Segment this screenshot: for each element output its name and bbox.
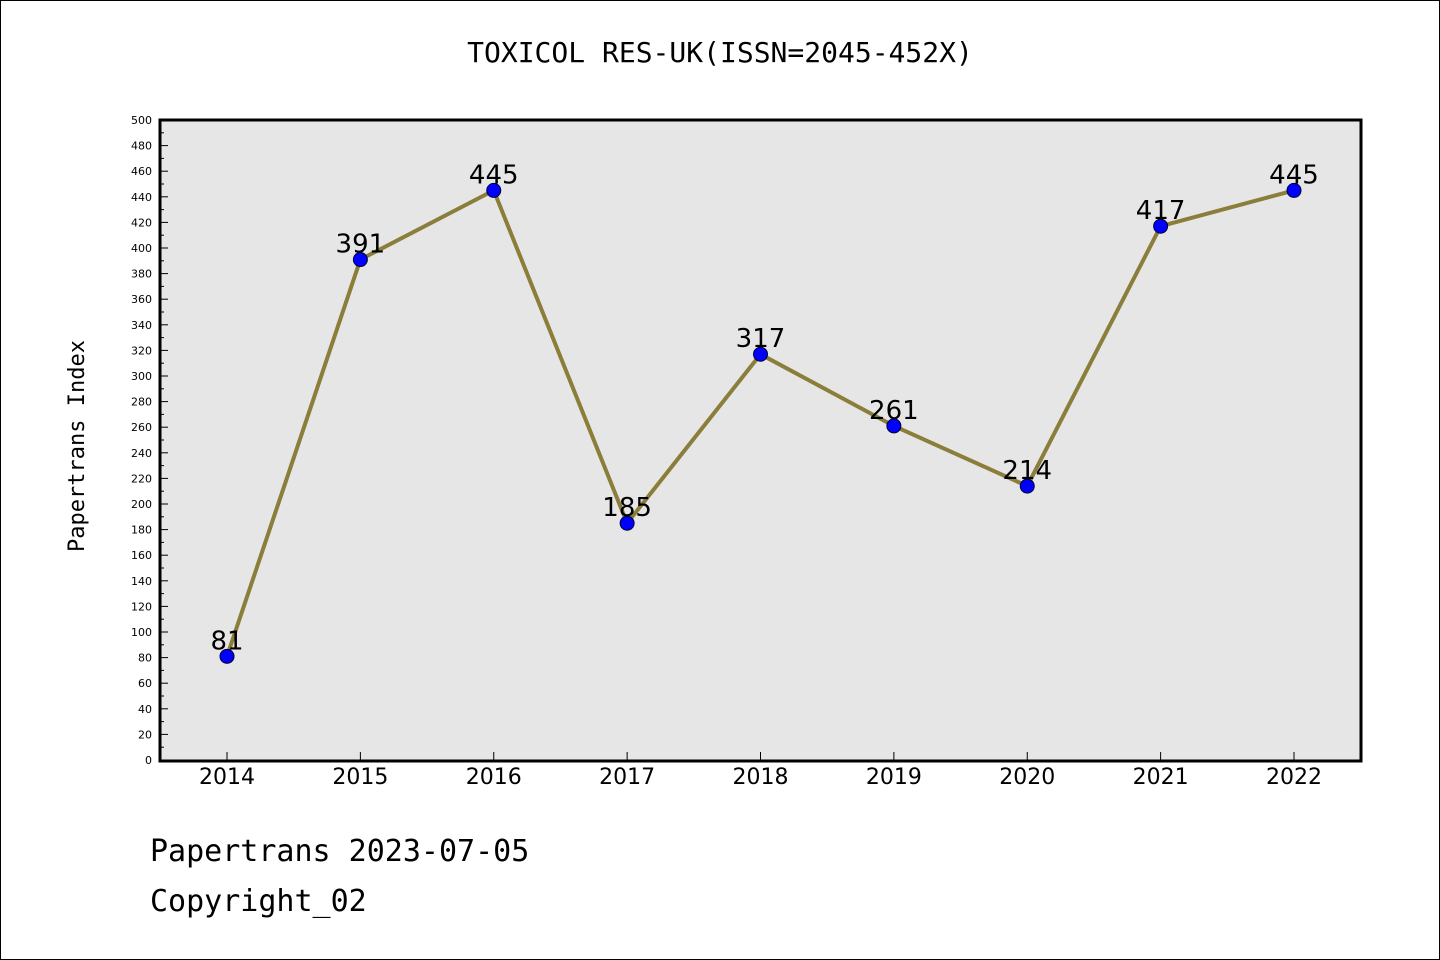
x-tick-label: 2018: [733, 765, 789, 790]
footer-date: Papertrans 2023-07-05: [150, 834, 530, 869]
y-tick-label: 340: [131, 319, 152, 332]
data-label: 185: [602, 493, 652, 523]
y-tick-label: 220: [131, 472, 152, 485]
x-tick-label: 2014: [199, 765, 255, 790]
data-label: 317: [736, 324, 786, 354]
data-point: [1286, 182, 1302, 198]
data-point: [352, 252, 368, 268]
y-tick-label: 160: [131, 549, 152, 562]
series-group: [219, 182, 1302, 664]
data-label: 261: [869, 396, 919, 426]
y-tick-label: 360: [131, 293, 152, 306]
y-tick-label: 400: [131, 242, 152, 255]
y-tick-label: 240: [131, 447, 152, 460]
y-tick-label: 180: [131, 524, 152, 537]
y-tick-label: 200: [131, 498, 152, 511]
data-label: 81: [210, 626, 243, 656]
x-tick-label: 2015: [332, 765, 388, 790]
x-tick-label: 2022: [1266, 765, 1322, 790]
y-axis: 0 20 40 60 80 100 120 140 160 180 200 220 240 260 280 3…: [131, 114, 168, 767]
data-point: [219, 648, 235, 664]
y-tick-label: 380: [131, 268, 152, 281]
y-tick-label: 280: [131, 396, 152, 409]
x-tick-label: 2016: [466, 765, 522, 790]
y-tick-label: 20: [138, 728, 152, 741]
data-point: [886, 418, 902, 434]
data-point: [1019, 478, 1035, 494]
y-tick-label: 420: [131, 216, 152, 229]
x-tick-label: 2017: [599, 765, 655, 790]
chart-title: TOXICOL RES-UK(ISSN=2045-452X): [467, 36, 973, 69]
y-tick-label: 440: [131, 191, 152, 204]
data-labels: 81 391 445 185 317 261 214 417 445: [210, 160, 1318, 656]
y-tick-label: 80: [138, 652, 152, 665]
footer-copyright: Copyright_02: [150, 884, 367, 919]
data-label: 214: [1002, 456, 1052, 486]
y-tick-label: 140: [131, 575, 152, 588]
data-point: [1153, 218, 1169, 234]
x-tick-label: 2020: [999, 765, 1055, 790]
x-tick-label: 2019: [866, 765, 922, 790]
y-tick-label: 500: [131, 114, 152, 127]
y-axis-label: Papertrans Index: [65, 340, 90, 552]
data-label: 417: [1136, 196, 1186, 226]
y-tick-label: 100: [131, 626, 152, 639]
y-tick-label: 40: [138, 703, 152, 716]
data-point: [619, 515, 635, 531]
y-tick-label: 480: [131, 140, 152, 153]
y-tick-label: 300: [131, 370, 152, 383]
y-tick-label: 320: [131, 344, 152, 357]
data-point: [753, 346, 768, 362]
x-tick-label: 2021: [1133, 765, 1189, 790]
y-tick-label: 60: [138, 677, 152, 690]
data-point: [486, 182, 502, 198]
data-label: 391: [336, 230, 386, 260]
y-tick-label: 120: [131, 600, 152, 613]
y-tick-label: 0: [145, 754, 152, 767]
y-tick-label: 260: [131, 421, 152, 434]
data-label: 445: [469, 160, 519, 190]
data-label: 445: [1269, 160, 1319, 190]
y-tick-label: 460: [131, 165, 152, 178]
x-axis: 2014 2015 2016 2017 2018 2019 2020 2021 2022: [199, 752, 1322, 790]
